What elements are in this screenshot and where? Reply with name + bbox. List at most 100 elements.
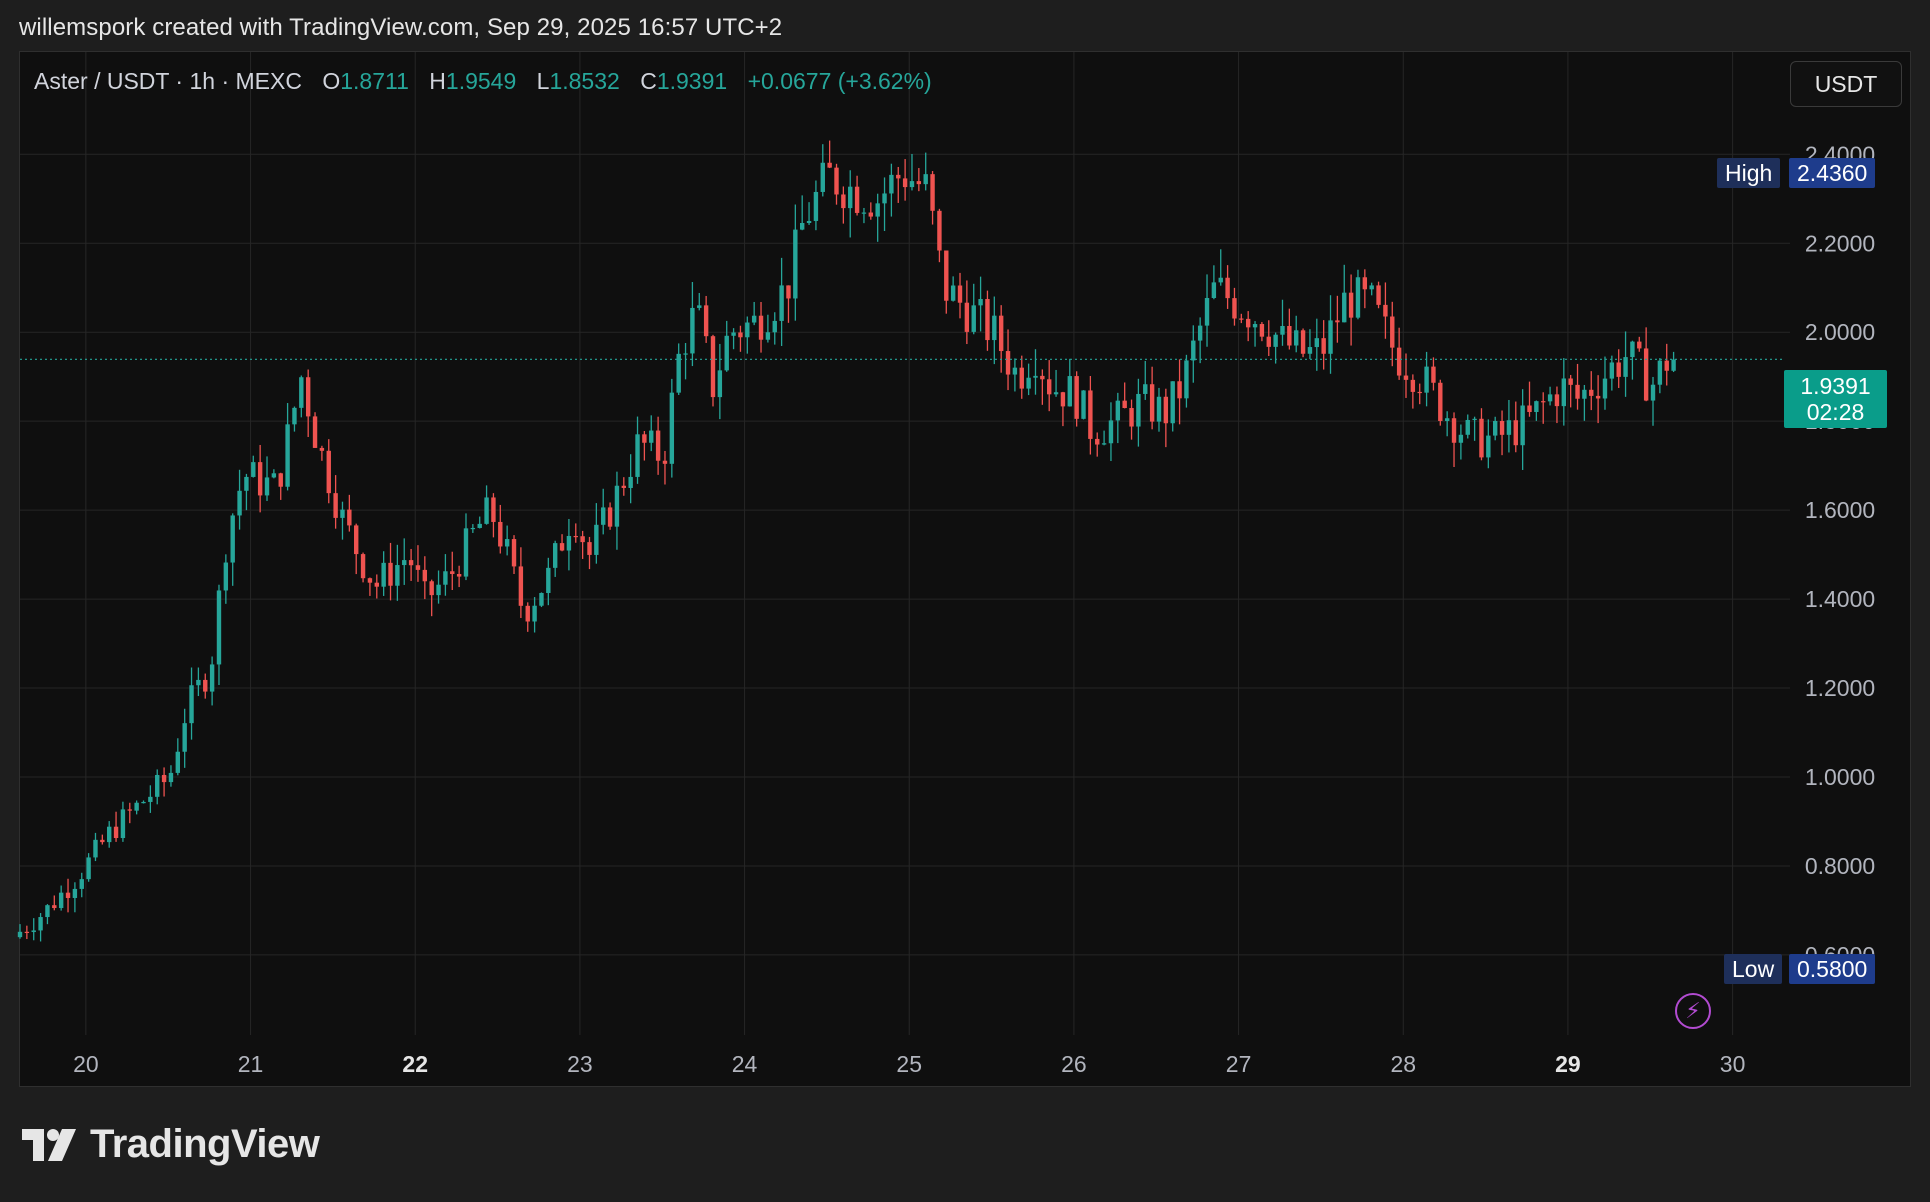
candle-body: [1506, 420, 1512, 435]
candle-body: [655, 430, 661, 461]
candle-body: [642, 434, 647, 443]
candle-body: [1156, 396, 1162, 422]
candle-body: [1280, 326, 1285, 335]
candle-body: [731, 332, 736, 336]
candle-body: [559, 543, 565, 551]
candle-body: [223, 562, 229, 591]
candle-body: [539, 592, 544, 606]
candle-body: [751, 315, 757, 323]
candle-body: [312, 416, 318, 448]
candle-body: [1149, 384, 1155, 422]
candle-body: [477, 523, 482, 528]
candle-body: [127, 809, 132, 811]
candle-body: [1067, 376, 1072, 407]
candle-body: [155, 774, 160, 797]
candle-body: [271, 473, 277, 478]
candle-body: [402, 560, 407, 566]
lightning-icon[interactable]: ⚡: [1675, 993, 1711, 1029]
candle-body: [463, 528, 469, 577]
candle-body: [31, 930, 36, 933]
candle-body: [854, 186, 860, 213]
candle-body: [992, 315, 997, 341]
candle-body: [305, 377, 311, 417]
candle-body: [299, 377, 304, 408]
brand-name: TradingView: [90, 1122, 320, 1166]
watermark-header: willemspork created with TradingView.com…: [19, 14, 783, 41]
candle-body: [1259, 324, 1265, 337]
candle-body: [1012, 367, 1018, 375]
candle-body: [450, 571, 455, 575]
candle-body: [1541, 401, 1546, 403]
candle-body: [1362, 277, 1368, 290]
low-tag-value: 0.5800: [1789, 954, 1876, 984]
candle-body: [141, 801, 146, 804]
candle-body: [621, 485, 627, 488]
candle-body: [834, 167, 839, 195]
candle-body: [367, 578, 373, 583]
candle-body: [203, 679, 208, 692]
candle-body: [1602, 378, 1608, 399]
candle-body: [388, 562, 393, 586]
candle-body: [216, 590, 222, 665]
candle-body: [1403, 375, 1409, 380]
candle-body: [113, 826, 119, 839]
candle-body: [1047, 379, 1052, 395]
candle-body: [1431, 366, 1436, 383]
tradingview-logo-icon: [22, 1128, 76, 1161]
candle-body: [607, 507, 613, 527]
x-tick-label: 27: [1226, 1051, 1252, 1077]
candle-body: [1664, 360, 1669, 371]
candle-body: [196, 679, 201, 686]
candle-body: [1232, 298, 1237, 319]
candle-body: [758, 315, 764, 340]
candle-body: [168, 772, 174, 783]
candle-body: [909, 181, 915, 188]
candle-body: [1568, 378, 1573, 385]
x-tick-label: 23: [567, 1051, 593, 1077]
candle-body: [1534, 401, 1539, 413]
tradingview-brand[interactable]: TradingView: [22, 1122, 320, 1167]
candle-body: [1492, 420, 1498, 436]
candle-body: [1458, 434, 1464, 443]
candle-body: [511, 539, 517, 567]
close-value: 1.9391: [656, 68, 728, 94]
chart-frame[interactable]: [19, 51, 1911, 1087]
candle-body: [1417, 391, 1422, 394]
candle-body: [1444, 418, 1450, 421]
candle-body: [1383, 304, 1388, 317]
candle-body: [889, 174, 894, 194]
candle-body: [690, 307, 695, 354]
candle-body: [1643, 348, 1649, 401]
candle-body: [72, 888, 78, 898]
candle-body: [1060, 392, 1066, 407]
candle-body: [79, 879, 84, 889]
candle-body: [374, 582, 379, 587]
candle-body: [896, 174, 901, 179]
symbol-label[interactable]: Aster / USDT · 1h · MEXC: [34, 68, 302, 94]
candle-body: [1575, 384, 1580, 399]
candle-body: [1616, 362, 1621, 377]
candle-body: [635, 434, 640, 477]
candle-body: [902, 178, 908, 188]
candle-body: [882, 193, 887, 204]
candle-body: [1390, 316, 1395, 348]
candle-body: [244, 476, 249, 491]
candle-body: [587, 542, 592, 555]
candle-body: [347, 509, 352, 526]
candle-body: [532, 605, 537, 622]
candle-body: [1273, 334, 1278, 347]
candle-body: [1136, 393, 1141, 427]
candle-body: [868, 212, 874, 217]
candle-body: [937, 210, 942, 251]
candle-body: [106, 826, 112, 843]
candle-body: [1369, 285, 1374, 290]
candle-body: [415, 565, 421, 570]
x-tick-label: 28: [1390, 1051, 1416, 1077]
currency-button[interactable]: USDT: [1790, 61, 1902, 107]
candle-body: [1239, 318, 1244, 320]
candle-body: [1005, 351, 1011, 375]
candle-body: [1122, 400, 1127, 409]
candle-body: [1410, 379, 1416, 392]
candle-body: [683, 353, 688, 355]
